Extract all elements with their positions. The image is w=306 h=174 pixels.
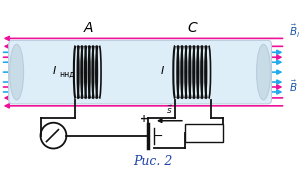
Ellipse shape bbox=[10, 44, 24, 100]
Text: Рис. 2: Рис. 2 bbox=[133, 155, 173, 168]
Text: $C$: $C$ bbox=[187, 21, 199, 35]
Ellipse shape bbox=[256, 44, 271, 100]
Text: $\vec{B}_i$: $\vec{B}_i$ bbox=[289, 23, 300, 40]
Bar bbox=[185, 124, 223, 142]
Text: $\vec{s}$: $\vec{s}$ bbox=[166, 104, 173, 116]
Text: $\vec{B}$: $\vec{B}$ bbox=[289, 78, 298, 94]
Text: −: − bbox=[153, 130, 163, 143]
Text: $A$: $A$ bbox=[83, 21, 94, 35]
Text: ннд: ннд bbox=[59, 70, 75, 79]
Text: $I$: $I$ bbox=[160, 64, 165, 76]
Text: $I$: $I$ bbox=[52, 64, 58, 76]
Text: +: + bbox=[140, 114, 148, 124]
FancyBboxPatch shape bbox=[9, 40, 271, 104]
